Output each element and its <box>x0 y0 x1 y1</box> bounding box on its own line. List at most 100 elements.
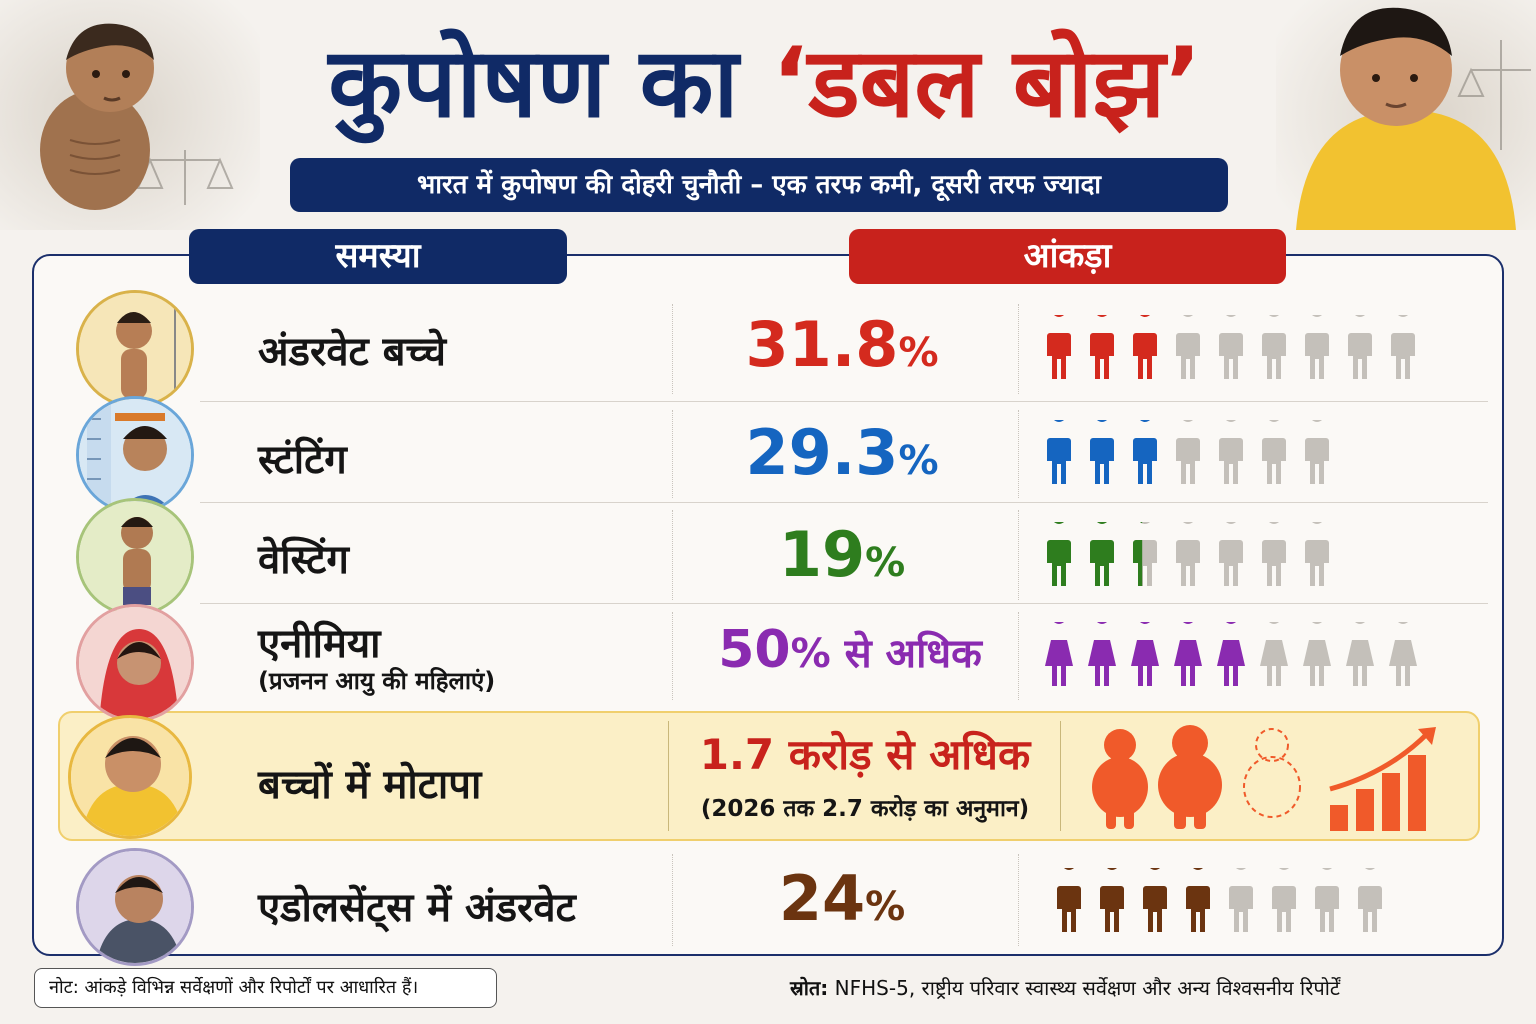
footnote: नोट: आंकड़े विभिन्न सर्वेक्षणों और रिपोर… <box>34 968 497 1008</box>
woman-icon <box>1217 622 1245 686</box>
value-suffix: % से अधिक <box>790 631 982 677</box>
person-icon <box>1090 522 1114 586</box>
column-divider <box>672 510 673 600</box>
overweight-figure-icon <box>1158 725 1222 829</box>
row-divider <box>200 401 1488 402</box>
person-icon <box>1262 522 1286 586</box>
row-divider <box>200 502 1488 503</box>
adolescent-avatar <box>76 848 194 966</box>
overweight-child-illustration <box>1276 0 1536 230</box>
obesity-visual <box>1088 723 1468 833</box>
column-divider <box>1018 854 1019 946</box>
person-icon <box>1305 522 1329 586</box>
person-icon <box>1057 868 1081 932</box>
column-divider <box>668 721 669 831</box>
woman-icon <box>1303 622 1331 686</box>
person-icon <box>1219 315 1243 379</box>
row-child-obesity: बच्चों में मोटापा 1.7 करोड़ से अधिक (202… <box>60 711 1488 841</box>
value-number: 31.8 <box>745 308 899 381</box>
person-icon <box>1100 868 1124 932</box>
person-icon <box>1133 420 1157 484</box>
title-part-2: ‘डबल बोझ’ <box>771 27 1202 139</box>
person-icon <box>1090 420 1114 484</box>
column-divider <box>1060 721 1061 831</box>
row-label: अंडरवेट बच्चे <box>258 329 446 375</box>
woman-icon <box>1260 622 1288 686</box>
person-icon <box>1047 420 1071 484</box>
person-icon <box>1176 522 1200 586</box>
value-number: 19 <box>778 518 866 591</box>
column-divider <box>672 410 673 498</box>
person-icon <box>1090 315 1114 379</box>
obese-child-avatar <box>68 715 192 839</box>
value-suffix: % <box>865 884 906 930</box>
row-underweight-children: अंडरवेट बच्चे 31.8% <box>60 290 1488 408</box>
woman-icon <box>1088 622 1116 686</box>
row-label: वेस्टिंग <box>258 537 349 583</box>
value-suffix: % <box>898 330 939 376</box>
source-text: NFHS-5, राष्ट्रीय परिवार स्वास्थ्य सर्वे… <box>834 976 1340 1000</box>
thin-child-avatar <box>76 290 194 408</box>
source-label: स्रोत: <box>790 976 829 1000</box>
row-sublabel: (प्रजनन आयु की महिलाएं) <box>258 667 496 695</box>
wasted-child-avatar <box>76 498 194 616</box>
subtitle-banner: भारत में कुपोषण की दोहरी चुनौती – एक तरफ… <box>290 158 1228 212</box>
height-measure-avatar <box>76 396 194 514</box>
column-divider <box>1018 510 1019 600</box>
source-line: स्रोत: NFHS-5, राष्ट्रीय परिवार स्वास्थ्… <box>790 972 1480 1004</box>
person-icon <box>1176 420 1200 484</box>
overweight-figure-outline-icon <box>1243 728 1301 818</box>
row-divider <box>200 603 1488 604</box>
row-wasting: वेस्टिंग 19% <box>60 498 1488 616</box>
page-title: कुपोषण का ‘डबल बोझ’ <box>190 18 1340 148</box>
column-divider <box>1018 304 1019 394</box>
person-icon <box>1262 315 1286 379</box>
woman-icon <box>1174 622 1202 686</box>
person-icon <box>1219 420 1243 484</box>
person-icon <box>1315 868 1339 932</box>
title-part-1: कुपोषण का <box>328 27 739 139</box>
row-value: 19% <box>672 518 1012 591</box>
person-icon <box>1348 315 1372 379</box>
person-icon <box>1133 315 1157 379</box>
woman-avatar <box>76 604 194 722</box>
value-number: 24 <box>778 862 866 935</box>
row-value: 1.7 करोड़ से अधिक <box>699 730 1031 779</box>
column-divider <box>1018 410 1019 498</box>
woman-icon <box>1346 622 1374 686</box>
thin-child-illustration <box>0 0 260 230</box>
obesity-highlight <box>58 711 1480 841</box>
value-number: 29.3 <box>745 416 899 489</box>
woman-icon <box>1045 622 1073 686</box>
value-number: 50 <box>718 620 791 680</box>
woman-icon <box>1131 622 1159 686</box>
row-label: बच्चों में मोटापा <box>258 762 482 808</box>
column-divider <box>672 854 673 946</box>
row-anemia: एनीमिया (प्रजनन आयु की महिलाएं) 50% से अ… <box>60 604 1488 722</box>
person-icon <box>1305 420 1329 484</box>
row-adolescent-underweight: एडोलसेंट्स में अंडरवेट 24% <box>60 848 1488 966</box>
value-suffix: % <box>898 438 939 484</box>
row-stunting: स्टंटिंग 29.3% <box>60 396 1488 514</box>
row-label: एडोलसेंट्स में अंडरवेट <box>258 885 576 931</box>
person-icon <box>1133 522 1157 586</box>
person-icon <box>1176 315 1200 379</box>
person-icon <box>1262 420 1286 484</box>
person-icon <box>1358 868 1382 932</box>
person-icon <box>1229 868 1253 932</box>
person-icon <box>1219 522 1243 586</box>
header-data: आंकड़ा <box>849 229 1286 284</box>
person-icon <box>1047 315 1071 379</box>
person-icon <box>1391 315 1415 379</box>
value-suffix: % <box>865 540 906 586</box>
rising-bar-chart-icon <box>1329 727 1436 831</box>
row-label: एनीमिया <box>258 621 381 667</box>
person-icon <box>1143 868 1167 932</box>
row-value: 24% <box>672 862 1012 935</box>
row-value: 31.8% <box>672 308 1012 381</box>
person-icon <box>1047 522 1071 586</box>
column-divider <box>1018 612 1019 700</box>
person-icon <box>1186 868 1210 932</box>
column-divider <box>672 304 673 394</box>
row-label: स्टंटिंग <box>258 437 347 483</box>
